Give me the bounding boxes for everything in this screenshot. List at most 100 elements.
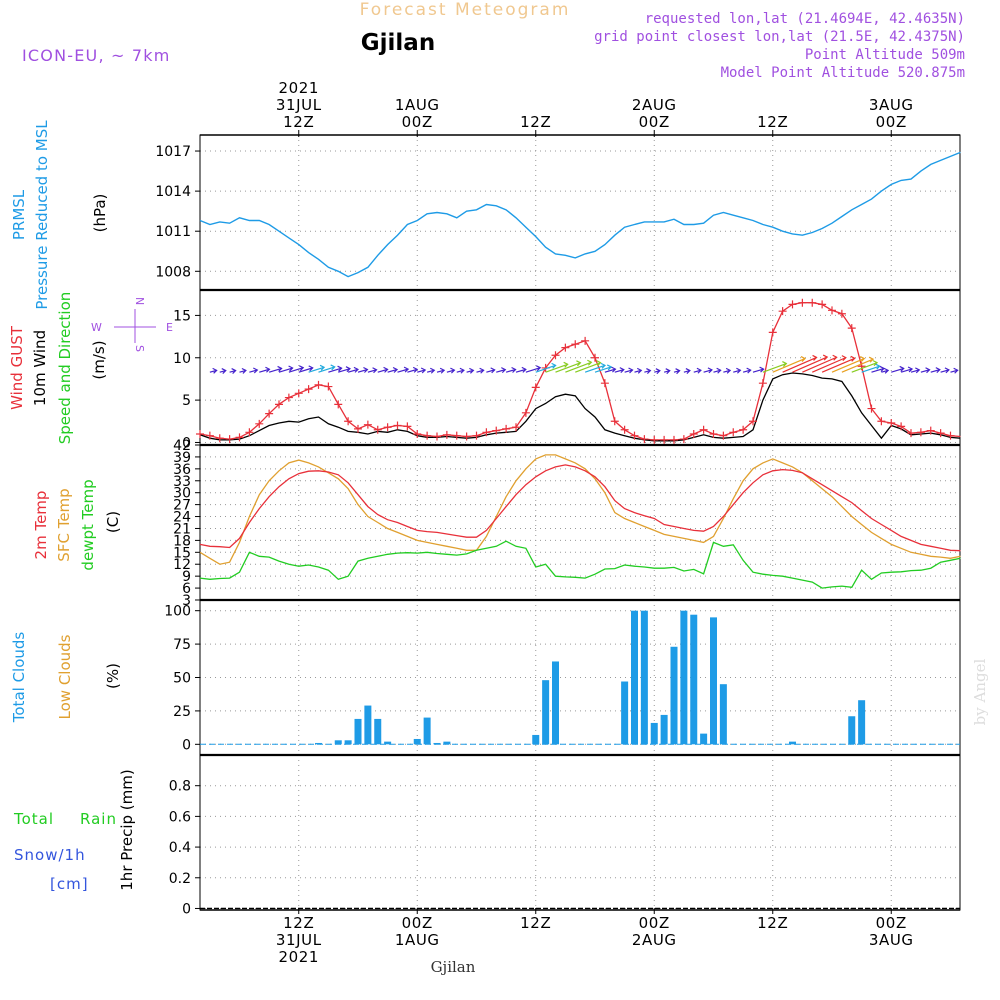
wind-direction-arrow bbox=[357, 368, 368, 373]
cloud-bar bbox=[719, 684, 727, 745]
gust-marker bbox=[719, 431, 728, 440]
y-tick-label: 0 bbox=[182, 435, 191, 451]
y-tick-label: 1017 bbox=[155, 144, 191, 160]
wind-direction-arrow bbox=[278, 367, 293, 373]
gust-marker bbox=[255, 419, 264, 428]
gust-marker bbox=[472, 431, 481, 440]
wind-direction-arrow bbox=[742, 369, 751, 373]
wind-direction-arrow bbox=[604, 368, 616, 373]
wind-arrow-head bbox=[944, 367, 950, 374]
gust-marker bbox=[284, 393, 293, 402]
wind-direction-arrow bbox=[456, 369, 465, 373]
gust-marker bbox=[749, 417, 757, 426]
wind-direction-arrow bbox=[426, 369, 435, 373]
wind-direction-arrow bbox=[377, 368, 388, 373]
wind-arrow-head bbox=[915, 367, 921, 374]
header-title: Forecast Meteogram bbox=[360, 0, 571, 20]
wind-arrow-head bbox=[288, 365, 294, 372]
y-tick-label: 0.6 bbox=[169, 809, 191, 825]
wind-arrow-head bbox=[696, 367, 702, 374]
cloud-bar bbox=[858, 700, 866, 745]
cloud-bar bbox=[423, 717, 431, 745]
gust-marker bbox=[452, 431, 461, 440]
gust-marker bbox=[936, 429, 945, 438]
y-tick-label: 39 bbox=[173, 450, 191, 466]
gust-marker bbox=[294, 389, 303, 398]
gust-marker bbox=[265, 409, 274, 418]
wind-arrow-head bbox=[935, 367, 941, 374]
time-label-top: 12Z bbox=[520, 113, 551, 131]
y-tick-label: 5 bbox=[182, 393, 191, 409]
temp-label-1: 2m Temp bbox=[32, 491, 50, 560]
time-label-bottom: 3AUG bbox=[869, 931, 914, 949]
y-tick-label: 0 bbox=[182, 737, 191, 753]
plot-layer: 1008101110141017051015369121518212427303… bbox=[155, 79, 961, 966]
gust-marker bbox=[897, 422, 906, 431]
gust-marker bbox=[867, 404, 876, 413]
wind-arrow-head bbox=[759, 366, 765, 373]
wind-direction-arrow bbox=[910, 369, 920, 373]
gust-marker bbox=[729, 428, 738, 437]
wind-arrow-head bbox=[636, 367, 643, 374]
wind-direction-arrow bbox=[308, 366, 325, 373]
wind-direction-arrow bbox=[920, 369, 930, 373]
wind-direction-arrow bbox=[891, 367, 904, 373]
wind-arrow-head bbox=[596, 360, 602, 367]
cloud-bar bbox=[443, 741, 451, 745]
clouds-labels: Total Clouds Low Clouds (%) bbox=[10, 632, 122, 724]
gust-marker bbox=[650, 435, 659, 444]
wind-direction-arrow bbox=[565, 361, 592, 373]
gust-marker bbox=[679, 435, 688, 444]
gust-marker bbox=[492, 426, 501, 435]
wind-direction-arrow bbox=[772, 357, 806, 373]
wind-arrow-head bbox=[899, 365, 905, 372]
gust-marker bbox=[314, 380, 323, 389]
gust-marker bbox=[373, 425, 382, 434]
wind-direction-arrow bbox=[821, 357, 855, 373]
wind-arrow-head bbox=[675, 368, 681, 375]
wind-arrow-head bbox=[383, 366, 389, 373]
gust-marker bbox=[610, 417, 619, 426]
clouds-unit: (%) bbox=[104, 663, 122, 689]
gust-marker bbox=[778, 307, 787, 316]
wind-arrow-head bbox=[403, 366, 410, 373]
wind-arrow-head bbox=[511, 366, 517, 373]
wind-arrow-head bbox=[241, 367, 247, 374]
gust-marker bbox=[512, 423, 520, 432]
time-label-bottom: 12Z bbox=[520, 914, 551, 932]
wind-direction-arrow bbox=[367, 369, 377, 373]
gust-marker bbox=[502, 424, 511, 433]
clouds-label-1: Total Clouds bbox=[10, 632, 28, 724]
wind-direction-arrow bbox=[347, 368, 359, 373]
gust-marker bbox=[689, 429, 698, 438]
wind-arrow-head bbox=[459, 367, 465, 374]
time-label-bottom: 31JUL bbox=[276, 931, 322, 949]
gust-marker bbox=[363, 420, 372, 429]
gust-marker bbox=[324, 382, 333, 391]
compass-east: E bbox=[166, 321, 173, 334]
wind-arrow-head bbox=[782, 361, 788, 368]
wind-direction-arrow bbox=[515, 368, 526, 373]
gust-marker bbox=[196, 429, 204, 438]
wind-arrow-head bbox=[551, 362, 557, 369]
gust-marker bbox=[837, 309, 846, 318]
wind-direction-arrow bbox=[476, 369, 484, 373]
wind-arrow-head bbox=[521, 366, 527, 373]
wind-speed-line bbox=[199, 372, 961, 442]
wind-direction-arrow bbox=[802, 356, 837, 373]
gust-marker bbox=[304, 385, 313, 394]
wind-labels: Wind GUST 10m Wind Speed and Direction (… bbox=[8, 292, 173, 445]
pressure-label-1: PRMSL bbox=[10, 189, 28, 240]
wind-direction-arrow bbox=[733, 369, 741, 373]
precip-label-cm: [cm] bbox=[50, 875, 89, 893]
gust-marker bbox=[946, 431, 955, 440]
cloud-bar bbox=[848, 716, 856, 745]
gust-marker bbox=[275, 400, 283, 409]
temp-2m-line bbox=[199, 464, 961, 552]
wind-arrow-head bbox=[841, 355, 847, 362]
cloud-bar bbox=[680, 610, 688, 745]
wind-direction-arrow bbox=[812, 357, 847, 373]
wind-direction-arrow bbox=[930, 369, 940, 373]
y-tick-label: 1008 bbox=[155, 264, 191, 280]
